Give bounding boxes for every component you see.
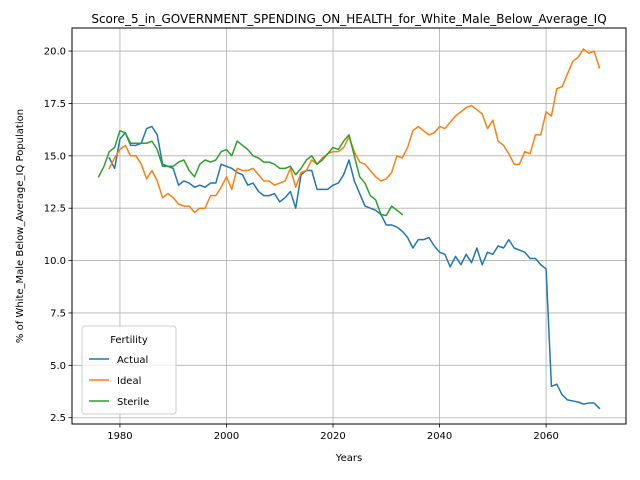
legend-box bbox=[81, 325, 177, 415]
series-lines bbox=[97, 48, 601, 410]
series-line-sterile bbox=[97, 129, 404, 217]
y-tick-label: 7.5 bbox=[50, 308, 66, 319]
plot-frame bbox=[71, 27, 627, 425]
y-tick-label: 12.5 bbox=[44, 204, 66, 215]
x-axis-label: Years bbox=[335, 453, 362, 464]
y-tick-label: 5.0 bbox=[50, 361, 66, 372]
y-tick-label: 10.0 bbox=[44, 256, 66, 267]
legend-label-actual: Actual bbox=[117, 355, 148, 366]
legend-label-sterile: Sterile bbox=[117, 397, 149, 408]
x-tick-label: 2060 bbox=[533, 431, 558, 442]
gridlines bbox=[72, 28, 626, 424]
legend-items: Actual Ideal Sterile bbox=[89, 355, 149, 408]
legend-label-ideal: Ideal bbox=[117, 376, 141, 387]
legend-title: Fertility bbox=[110, 335, 148, 346]
y-tick-label: 15.0 bbox=[44, 151, 66, 162]
y-tick-label: 2.5 bbox=[50, 413, 66, 424]
x-tick-label: 2040 bbox=[427, 431, 452, 442]
axis-ticks: 1980 2000 2020 2040 2060 2.5 5.0 7.5 10.0 12.5 15.… bbox=[44, 47, 559, 442]
series-line-actual bbox=[108, 125, 601, 410]
x-tick-label: 2020 bbox=[320, 431, 345, 442]
y-axis-label: % of White_Male Below_Average_IQ Populat… bbox=[15, 109, 26, 343]
series-line-ideal bbox=[108, 48, 601, 214]
y-tick-label: 20.0 bbox=[44, 47, 66, 58]
legend: Fertility Actual Ideal Sterile bbox=[81, 325, 177, 415]
chart-title: Score_5_in_GOVERNMENT_SPENDING_ON_HEALTH… bbox=[91, 12, 606, 26]
x-tick-label: 1980 bbox=[107, 431, 132, 442]
y-tick-label: 17.5 bbox=[44, 99, 66, 110]
x-tick-label: 2000 bbox=[214, 431, 239, 442]
